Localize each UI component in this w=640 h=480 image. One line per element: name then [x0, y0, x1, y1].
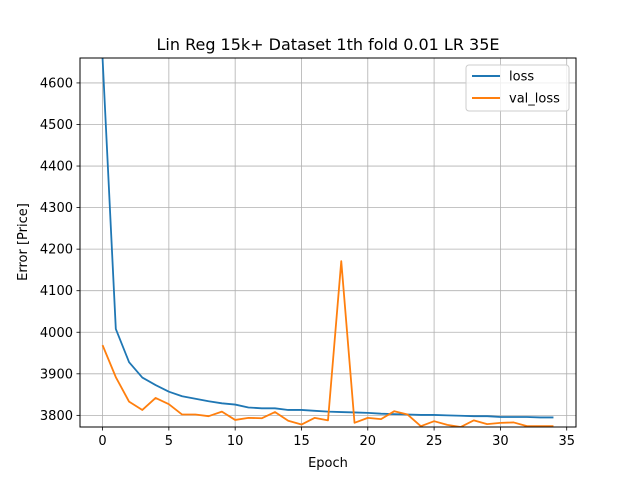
y-tick-label: 4000 [40, 326, 73, 341]
x-tick-label: 25 [426, 434, 443, 449]
x-axis-label: Epoch [308, 456, 348, 471]
plot-frame [79, 57, 577, 428]
y-tick-label: 4300 [40, 201, 73, 216]
legend: loss val_loss [465, 64, 570, 112]
grid-lines [80, 58, 576, 427]
x-tick-label: 20 [360, 434, 377, 449]
y-tick-label: 4100 [40, 284, 73, 299]
y-tick-label: 4500 [40, 118, 73, 133]
y-axis-label: Error [Price] [16, 203, 31, 281]
x-tick-label: 15 [293, 434, 310, 449]
y-tick-label: 4600 [40, 76, 73, 91]
x-tick-label: 35 [558, 434, 575, 449]
series-layer [101, 58, 554, 427]
chart-title: Lin Reg 15k+ Dataset 1th fold 0.01 LR 35… [156, 35, 499, 54]
series-line-val-loss [101, 260, 554, 427]
x-tick-label: 30 [492, 434, 509, 449]
x-tick-label: 5 [165, 434, 173, 449]
y-tick-label: 3800 [40, 409, 73, 424]
x-tick-label: 10 [227, 434, 244, 449]
y-tick-label: 3900 [40, 367, 73, 382]
legend-label-loss: loss [509, 70, 534, 85]
legend-label-val-loss: val_loss [509, 92, 560, 107]
axis-ticks: 0 5 10 15 20 25 30 35 3800 3900 4000 4100 4200 4300 44… [40, 76, 575, 449]
y-tick-label: 4200 [40, 243, 73, 258]
x-tick-label: 0 [98, 434, 106, 449]
y-tick-label: 4400 [40, 160, 73, 175]
